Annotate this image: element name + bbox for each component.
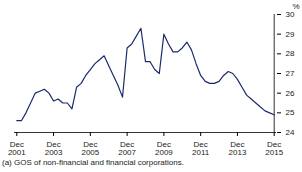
svg-text:24: 24 [286, 128, 295, 137]
svg-text:Dec2009: Dec2009 [155, 140, 173, 157]
svg-text:28: 28 [286, 49, 295, 58]
svg-text:Dec2011: Dec2011 [192, 140, 210, 157]
svg-text:%: % [292, 2, 299, 11]
svg-text:25: 25 [286, 108, 295, 117]
svg-text:30: 30 [286, 10, 295, 19]
svg-text:Dec2015: Dec2015 [265, 140, 283, 157]
svg-text:Dec2003: Dec2003 [45, 140, 63, 157]
svg-text:Dec2005: Dec2005 [81, 140, 99, 157]
svg-text:27: 27 [286, 69, 295, 78]
svg-text:Dec2001: Dec2001 [8, 140, 26, 157]
svg-text:29: 29 [286, 30, 295, 39]
svg-text:26: 26 [286, 89, 295, 98]
svg-text:Dec2013: Dec2013 [229, 140, 247, 157]
svg-text:Dec2007: Dec2007 [118, 140, 136, 157]
html-text:(a) GOS of non-financial and f: (a) GOS of non-financial and financial c… [2, 158, 184, 167]
